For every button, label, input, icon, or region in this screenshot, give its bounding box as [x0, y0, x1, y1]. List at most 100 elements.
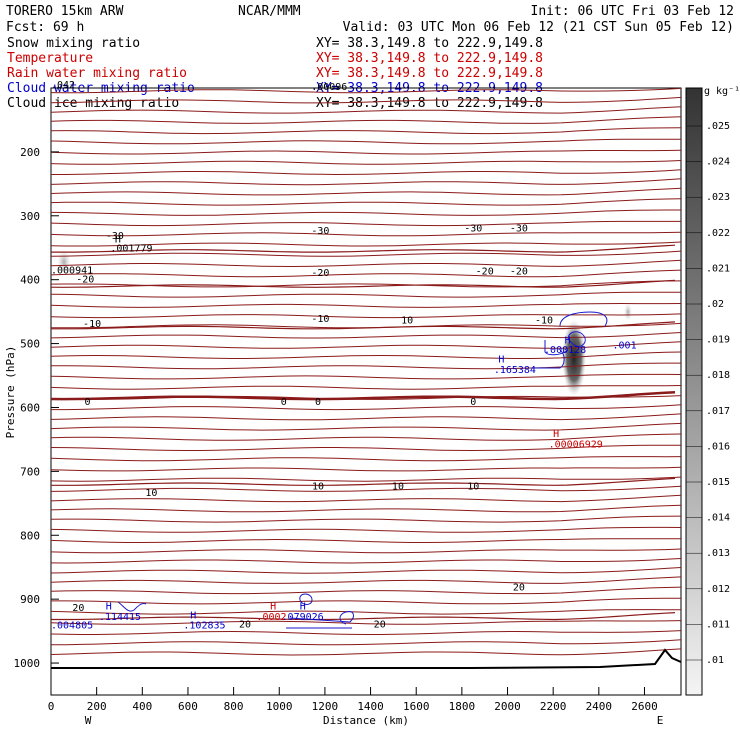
- snow-shading-small: [624, 303, 632, 321]
- x-tick-label: 2600: [631, 700, 658, 713]
- colorbar-tick-label: .01: [706, 655, 724, 666]
- isotherm-line: [50, 259, 682, 268]
- isotherm-label: -10: [311, 314, 329, 325]
- contour-annotation: H: [553, 429, 559, 440]
- colorbar-unit: g kg⁻¹: [704, 86, 740, 97]
- isotherm-label: 10: [467, 481, 479, 492]
- isotherm-line: [50, 609, 681, 615]
- isotherm-line: [50, 373, 682, 380]
- isotherm-line: [50, 220, 681, 227]
- x-tick-label: 600: [178, 700, 198, 713]
- contour-annotation: H: [565, 336, 571, 347]
- isotherm-line: [50, 526, 682, 533]
- x-axis-label: Distance (km): [323, 714, 409, 727]
- isotherm-line: [50, 127, 682, 135]
- contour-annotation: H: [115, 235, 121, 246]
- isotherm-line: [50, 187, 682, 196]
- y-tick-label: 800: [20, 529, 40, 542]
- center-title: NCAR/MMM: [238, 4, 301, 19]
- x-axis-west-label: W: [85, 714, 92, 727]
- contour-annotation: H: [300, 601, 306, 612]
- y-tick-label: 900: [20, 593, 40, 606]
- isotherm-labelled-line: [51, 321, 676, 330]
- isotherm-line: [51, 639, 682, 646]
- y-tick-label: 300: [20, 210, 40, 223]
- colorbar-tick-label: .011: [706, 619, 730, 630]
- x-tick-label: 1000: [266, 700, 293, 713]
- isotherm-label: 10: [145, 488, 157, 499]
- isotherm-line: [51, 404, 682, 411]
- isotherm-labelled-line: [51, 612, 676, 621]
- legend-entry-name: Temperature: [7, 51, 93, 66]
- isotherm-line: [50, 351, 682, 359]
- contour-annotation: .102835: [183, 621, 225, 632]
- isotherm-label: 20: [72, 603, 84, 614]
- isotherm-line: [50, 548, 682, 554]
- legend-entry-xy: XY= 38.3,149.8 to 222.9,149.8: [316, 51, 543, 66]
- cloud-water-contour-upper: [532, 311, 608, 369]
- colorbar-fill: [685, 87, 703, 696]
- isotherm-line: [50, 302, 682, 308]
- colorbar-tick-label: .025: [706, 121, 730, 132]
- isotherm-label: 20: [239, 619, 251, 630]
- isotherm-labelled-line: [51, 244, 676, 253]
- legend-entry-name: Snow mixing ratio: [7, 36, 140, 51]
- colorbar-tick-label: .02: [706, 299, 724, 310]
- isotherm-label: 10: [401, 315, 413, 326]
- isotherm-line: [50, 466, 682, 472]
- x-tick-label: 1400: [357, 700, 384, 713]
- contour-annotation: .001779: [110, 244, 152, 255]
- contour-annotation: H: [498, 355, 504, 366]
- isotherm-labelled-line: [50, 279, 676, 288]
- x-tick-label: 2000: [494, 700, 521, 713]
- isotherm-line: [50, 576, 682, 584]
- isotherm-label: 0: [470, 397, 476, 408]
- legend-entry-name: Cloud ice mixing ratio: [7, 96, 179, 111]
- x-tick-label: 0: [48, 700, 55, 713]
- isotherm-line: [50, 313, 682, 319]
- colorbar-tick-label: .012: [706, 584, 730, 595]
- isotherm-label: -30: [311, 226, 329, 237]
- isotherm-labelled-line: [50, 390, 676, 401]
- legend-entry-xy: XY= 38.3,149.8 to 222.9,149.8: [316, 66, 543, 81]
- isotherm-line: [50, 494, 682, 503]
- contour-annotation: .001: [613, 341, 637, 352]
- isotherm-line: [50, 160, 682, 165]
- contour-annotation: H: [106, 601, 112, 612]
- isotherm-label: -20: [510, 267, 528, 278]
- isotherm-line: [51, 597, 681, 605]
- x-tick-label: 800: [224, 700, 244, 713]
- x-tick-label: 1800: [449, 700, 476, 713]
- legend-entry-xy: XY= 38.3,149.8 to 222.9,149.8: [316, 96, 543, 111]
- contour-annotations: H.001779.000941.00096.042H.000128.001H.1…: [51, 80, 637, 632]
- contour-annotation: .00096: [311, 82, 347, 93]
- contour-annotation: .000128: [544, 345, 586, 356]
- isotherm-label: 20: [513, 582, 525, 593]
- isotherm-line: [50, 567, 682, 574]
- isotherm-line: [50, 444, 682, 452]
- isotherm-line: [50, 476, 682, 482]
- forecast-hour: Fcst: 69 h: [6, 20, 84, 35]
- isotherm-line: [50, 87, 682, 94]
- isotherm-label: -20: [76, 274, 94, 285]
- isotherm-line: [50, 456, 682, 462]
- isotherm-lines: -30 -30 -30 -30 -20 -20 -20 -20 -10 -10 10 -10 0 0 0 0 1…: [50, 87, 682, 656]
- y-tick-label: 1000: [14, 657, 41, 670]
- plot-area: -30 -30 -30 -30 -20 -20 -20 -20 -10 -10 10 -10 0 0 0 0 1…: [50, 80, 682, 696]
- isotherm-line: [50, 538, 682, 543]
- colorbar-tick-label: .015: [706, 477, 730, 488]
- isotherm-line: [50, 198, 682, 206]
- contour-annotation: .0002: [256, 612, 286, 623]
- isotherm-line: [50, 433, 682, 441]
- isotherm-label: -20: [311, 268, 329, 279]
- colorbar-tick-label: .022: [706, 228, 730, 239]
- cloud-water-contour-lower: [286, 593, 354, 629]
- isotherm-line: [50, 385, 682, 390]
- isotherm-label: 0: [85, 397, 91, 408]
- colorbar-tick-label: .018: [706, 370, 730, 381]
- isotherm-line: [50, 341, 682, 349]
- x-tick-label: 400: [132, 700, 152, 713]
- isotherm-line: [50, 116, 682, 124]
- y-tick-label: 400: [20, 274, 40, 287]
